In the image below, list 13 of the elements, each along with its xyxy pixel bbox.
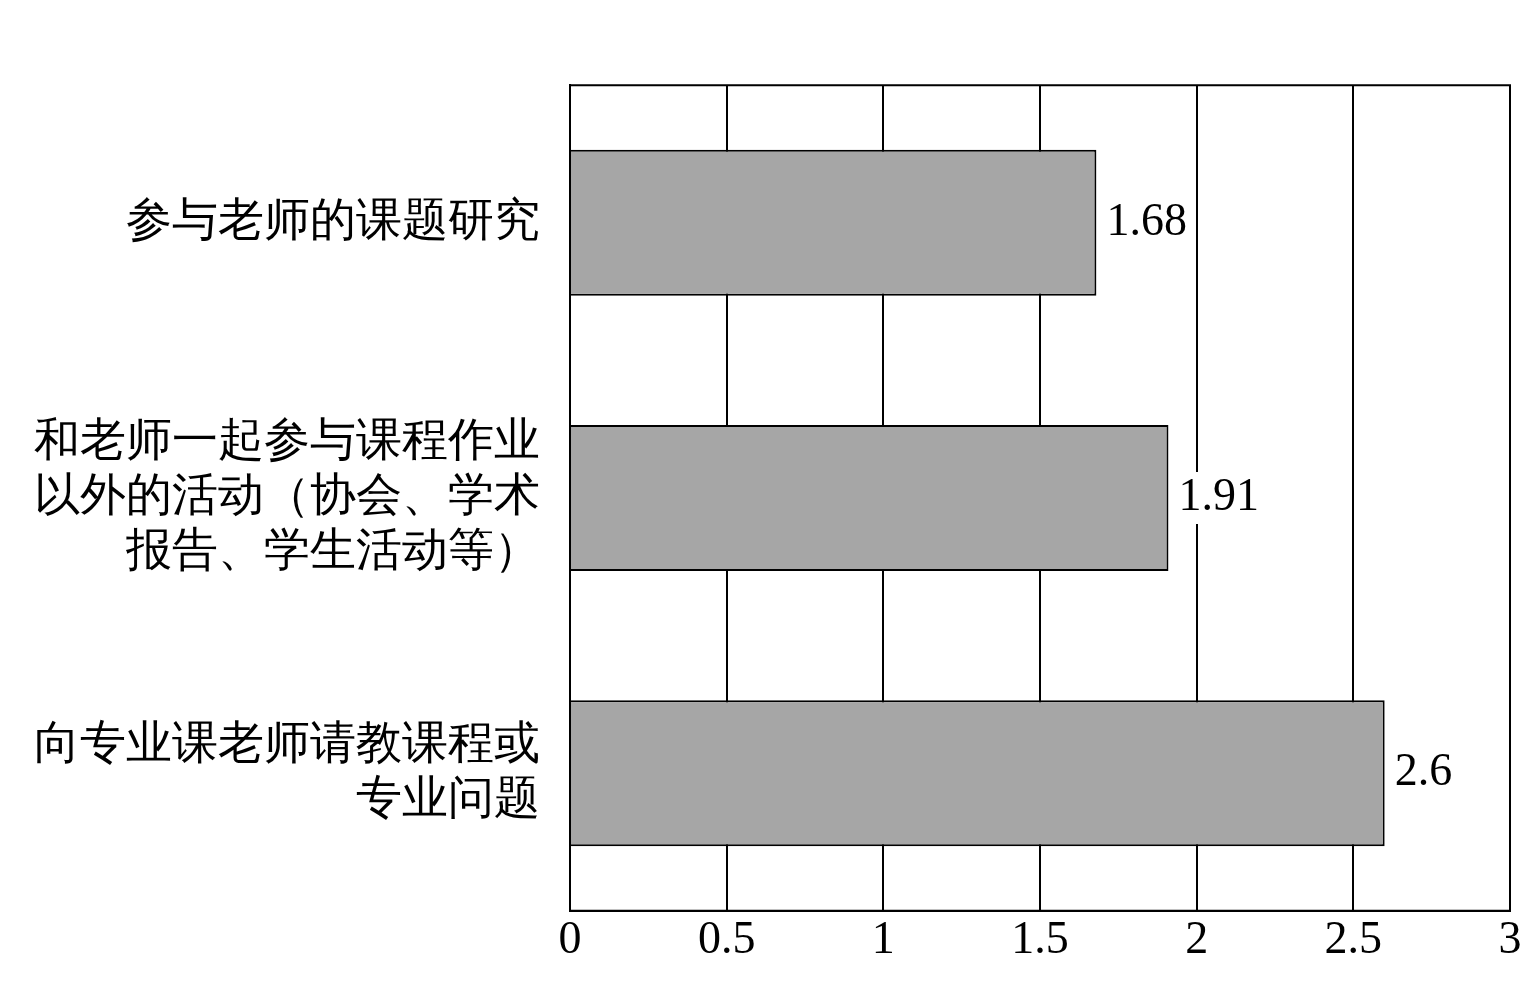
y-tick-label: 参与老师的课题研究 [126, 193, 540, 245]
data-label: 1.91 [1178, 469, 1259, 521]
x-tick-label: 2.5 [1324, 912, 1383, 964]
x-tick-label: 1.5 [1011, 912, 1069, 964]
x-tick-label: 0 [558, 912, 582, 964]
x-tick-label: 2 [1185, 912, 1209, 964]
x-tick-label: 1 [871, 912, 895, 964]
y-tick-label: 和老师一起参与课程作业以外的活动（协会、学术报告、学生活动等） [34, 413, 540, 576]
y-tick-label: 向专业课老师请教课程或专业问题 [34, 716, 540, 823]
data-label: 2.6 [1394, 744, 1453, 796]
data-label: 1.68 [1106, 193, 1187, 245]
x-tick-label: 3 [1498, 912, 1522, 964]
x-tick-label: 0.5 [697, 912, 756, 964]
